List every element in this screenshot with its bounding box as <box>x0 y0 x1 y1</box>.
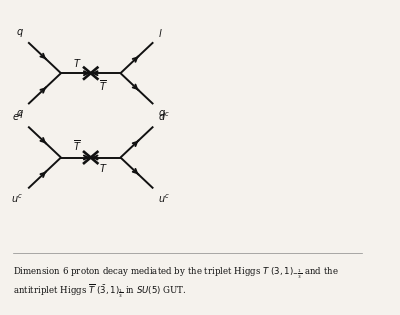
Text: $T$: $T$ <box>73 56 82 69</box>
Text: $q$: $q$ <box>16 108 24 120</box>
Text: $q$: $q$ <box>158 108 166 120</box>
Text: $d^c$: $d^c$ <box>158 111 170 123</box>
Text: $u^c$: $u^c$ <box>12 192 24 204</box>
Text: antitriplet Higgs $\overline{T}$ $(\bar{3},1)_{\frac{1}{3}}$ in $SU(5)$ GUT.: antitriplet Higgs $\overline{T}$ $(\bar{… <box>12 283 186 301</box>
Text: $q$: $q$ <box>16 26 24 38</box>
Text: $T$: $T$ <box>100 162 108 174</box>
Text: $l$: $l$ <box>158 26 162 38</box>
Text: $e^c$: $e^c$ <box>12 111 24 123</box>
Text: $\overline{T}$: $\overline{T}$ <box>73 138 82 153</box>
Text: Dimension 6 proton decay mediated by the triplet Higgs $T$ $(3,1)_{-\frac{1}{3}}: Dimension 6 proton decay mediated by the… <box>12 265 338 281</box>
Text: $u^c$: $u^c$ <box>158 192 170 204</box>
Text: $\overline{T}$: $\overline{T}$ <box>100 78 108 93</box>
